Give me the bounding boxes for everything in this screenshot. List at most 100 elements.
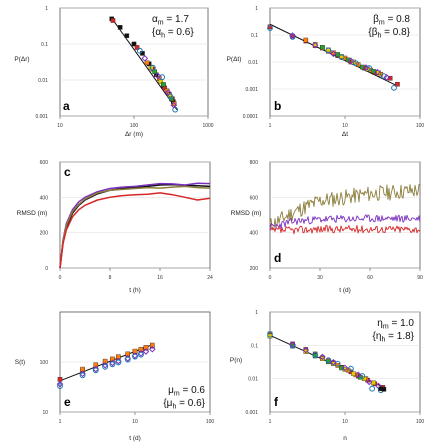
data-point — [172, 106, 179, 113]
greek: η — [377, 318, 383, 329]
panel-d: 200 400 600 800 0 30 60 90 t (d) RMSD (m) d — [231, 160, 423, 294]
data-point — [365, 378, 373, 386]
exponent-annotation-alt: {μh = 0.6} — [163, 398, 205, 411]
data-point — [267, 331, 273, 338]
data-point — [319, 353, 326, 361]
exponent-annotation-alt: {βh = 0.8} — [368, 27, 410, 40]
panel-b: 1 0.1 0.01 0.001 0.0001 1 10 100 Δt P(Δt) b βm = 0.… — [227, 6, 425, 138]
data-point — [325, 357, 332, 364]
value: = 0.6 — [180, 385, 206, 396]
data-point — [345, 57, 351, 63]
value: = 0.8} — [381, 27, 410, 38]
data-point — [164, 89, 172, 96]
x-tick-label: 100 — [206, 419, 215, 425]
data-point — [124, 33, 130, 38]
y-tick-label: 100 — [40, 360, 49, 366]
exponent-annotation-alt: {ηh = 1.8} — [373, 331, 415, 344]
x-tick-label: 10 — [342, 419, 348, 425]
greek: μ — [168, 385, 174, 396]
x-tick-label: 30 — [317, 275, 323, 281]
data-point — [102, 363, 109, 370]
y-tick-label: 0 — [45, 266, 48, 272]
panel-label: b — [274, 99, 281, 113]
data-point — [167, 93, 174, 100]
data-point — [92, 367, 99, 374]
data-point — [339, 365, 344, 371]
series-line-0 — [269, 183, 421, 231]
series-line-3 — [59, 192, 211, 269]
y-axis-label: S(t) — [15, 359, 25, 366]
data-point — [124, 356, 131, 363]
x-tick-label: 1 — [59, 419, 62, 425]
series-line-1 — [269, 214, 421, 231]
x-axis-label: t (d) — [339, 287, 351, 294]
greek: β — [373, 14, 379, 25]
data-point — [354, 371, 362, 379]
x-axis-label: t (h) — [129, 287, 141, 294]
data-point — [131, 41, 137, 47]
data-point — [334, 360, 341, 367]
panel-label: a — [63, 99, 70, 113]
data-point — [341, 364, 349, 372]
data-point — [57, 383, 63, 389]
panel-label: d — [274, 251, 281, 265]
subscript: h — [172, 404, 176, 411]
y-axis-label: RMSD (m) — [17, 210, 48, 217]
value: = 0.6} — [165, 27, 194, 38]
value: = 1.0 — [389, 318, 415, 329]
greek: {β — [368, 27, 377, 38]
exponent-annotation-main: βm = 0.8 — [373, 14, 410, 27]
data-point — [110, 356, 115, 362]
data-point — [170, 101, 178, 109]
y-tick-label: 0.0001 — [243, 114, 259, 120]
data-point — [134, 45, 140, 50]
x-tick-label: 100 — [416, 123, 425, 129]
y-tick-label: 600 — [250, 195, 259, 201]
exponent-annotation-main: ηm = 1.0 — [377, 318, 414, 331]
data-point — [110, 18, 116, 23]
x-axis-label: Δr (m) — [125, 131, 143, 138]
x-tick-label: 100 — [416, 419, 425, 425]
data-point — [149, 64, 156, 71]
subscript: m — [379, 20, 385, 27]
y-tick-label: 0.001 — [35, 114, 48, 120]
value: = 1.7 — [164, 14, 190, 25]
data-point — [320, 45, 325, 50]
data-point — [369, 385, 376, 392]
greek: {η — [373, 331, 382, 342]
data-point — [136, 47, 143, 54]
x-tick-label: 1000 — [202, 123, 213, 129]
data-point — [141, 55, 149, 62]
data-point — [289, 32, 296, 39]
y-tick-label: 0.001 — [245, 87, 258, 93]
plot-frame — [59, 7, 209, 117]
data-point — [302, 346, 310, 354]
subscript: h — [161, 33, 165, 40]
data-point — [132, 353, 138, 360]
exponent-annotation-alt: {αh = 0.6} — [152, 27, 194, 40]
data-point — [57, 377, 63, 382]
data-point — [144, 60, 150, 66]
data-point — [289, 341, 296, 348]
series-line-2 — [59, 185, 211, 269]
data-point — [117, 25, 123, 30]
data-point — [391, 84, 397, 91]
y-tick-label: 0.1 — [251, 343, 258, 349]
y-tick-label: 200 — [250, 266, 259, 272]
panel-a: 1 0.1 0.01 0.001 10 100 1000 Δr (m) P(Δr) a αm = 1… — [14, 6, 213, 138]
y-tick-label: 400 — [40, 195, 49, 201]
y-axis-label: P(n) — [230, 357, 242, 364]
value: = 0.8 — [385, 14, 411, 25]
data-point — [330, 50, 337, 58]
panel-label: f — [274, 395, 279, 409]
data-point — [381, 387, 387, 392]
data-point — [138, 351, 144, 358]
x-axis-label: n — [343, 435, 347, 442]
data-point — [303, 349, 309, 354]
data-point — [115, 359, 122, 366]
data-point — [353, 60, 359, 67]
data-point — [303, 37, 309, 43]
